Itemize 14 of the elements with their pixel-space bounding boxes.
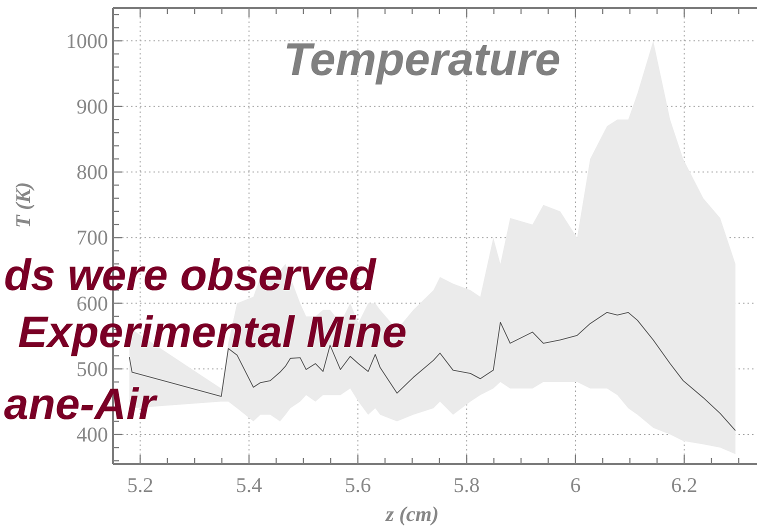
x-tick-label: 6.2 xyxy=(671,473,698,497)
x-tick-label: 5.4 xyxy=(236,473,263,497)
x-axis-title: z (cm) xyxy=(384,502,439,526)
text: Temperature xyxy=(284,33,560,85)
x-tick-label: 5.6 xyxy=(344,473,371,497)
x-tick-label: 5.2 xyxy=(127,473,154,497)
y-tick-label: 900 xyxy=(76,94,108,118)
x-tick-label: 6 xyxy=(570,473,581,497)
y-tick-label: 800 xyxy=(76,160,108,184)
y-axis-title: T (K) xyxy=(11,182,35,228)
y-tick-label: 700 xyxy=(76,226,108,250)
x-tick-label: 5.8 xyxy=(454,473,480,497)
y-tick-label: 1000 xyxy=(66,28,108,53)
y-tick-label: 500 xyxy=(76,356,108,381)
